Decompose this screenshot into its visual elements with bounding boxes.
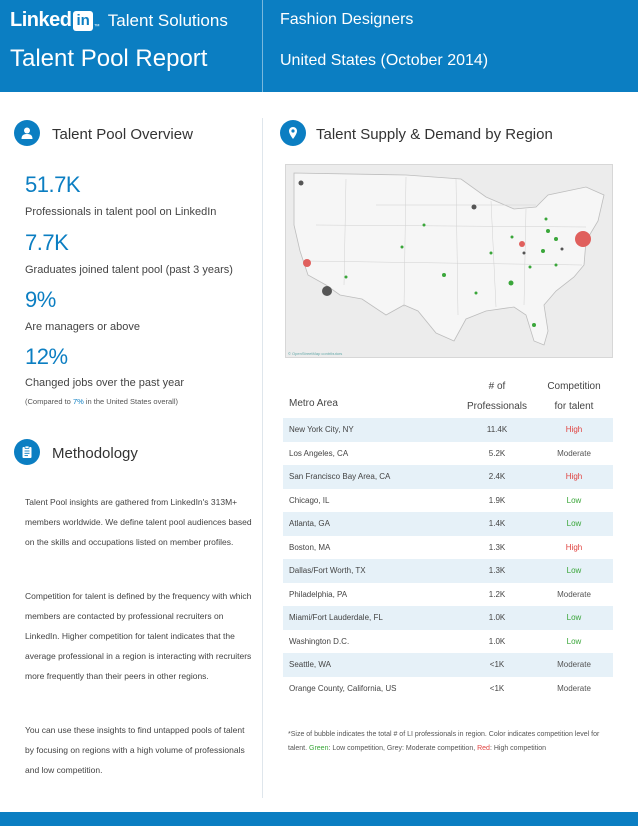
stat-graduates-value: 7.7K bbox=[25, 230, 69, 255]
linkedin-logo: Linked in ™ Talent Solutions bbox=[10, 9, 228, 32]
map-bubbles bbox=[298, 180, 591, 327]
report-header: Linked in ™ Talent Solutions Talent Pool… bbox=[0, 0, 638, 92]
logo-wordmark: Linked bbox=[10, 9, 72, 31]
methodology-title: Methodology bbox=[52, 445, 138, 462]
table-row: Boston, MA 1.3K High bbox=[283, 536, 613, 560]
logo-in-badge: in bbox=[73, 10, 93, 31]
map-footnote: *Size of bubble indicates the total # of… bbox=[288, 731, 600, 752]
table-row: New York City, NY 11.4K High bbox=[283, 418, 613, 442]
competition-level: High bbox=[565, 472, 583, 482]
header-divider bbox=[262, 0, 263, 92]
stat-jobchange-label: Changed jobs over the past year bbox=[25, 377, 184, 389]
competition-level: Moderate bbox=[557, 683, 591, 693]
us-talent-map: © OpenStreetMap contributors bbox=[285, 164, 613, 358]
person-icon bbox=[14, 120, 40, 146]
competition-level: Moderate bbox=[557, 589, 591, 599]
stat-professionals-value: 51.7K bbox=[25, 172, 81, 197]
logo-trademark: ™ bbox=[93, 24, 100, 30]
table-row: Seattle, WA <1K Moderate bbox=[283, 653, 613, 677]
table-row: Atlanta, GA 1.4K Low bbox=[283, 512, 613, 536]
stat-managers-label: Are managers or above bbox=[25, 321, 140, 333]
stat-professionals-label: Professionals in talent pool on LinkedIn bbox=[25, 206, 217, 218]
competition-level: High bbox=[565, 542, 583, 552]
table-row: Chicago, IL 1.9K Low bbox=[283, 489, 613, 513]
competition-level: Low bbox=[566, 636, 582, 646]
competition-level: Low bbox=[566, 519, 582, 529]
table-row: Miami/Fort Lauderdale, FL 1.0K Low bbox=[283, 606, 613, 630]
report-title: Talent Pool Report bbox=[10, 45, 208, 72]
methodology-paragraph: Talent Pool insights are gathered from L… bbox=[25, 497, 252, 547]
competition-level: High bbox=[565, 425, 583, 435]
table-row: Washington D.C. 1.0K Low bbox=[283, 630, 613, 654]
clipboard-icon bbox=[14, 439, 40, 465]
competition-level: Low bbox=[566, 613, 582, 623]
occupation-title: Fashion Designers bbox=[280, 11, 414, 28]
table-row: Philadelphia, PA 1.2K Moderate bbox=[283, 583, 613, 607]
column-divider bbox=[262, 118, 263, 798]
stat-jobchange-value: 12% bbox=[25, 344, 68, 369]
table-row: Dallas/Fort Worth, TX 1.3K Low bbox=[283, 559, 613, 583]
competition-level: Moderate bbox=[557, 448, 591, 458]
map-pin-icon bbox=[280, 120, 306, 146]
competition-level: Low bbox=[566, 495, 582, 505]
footer-bar bbox=[0, 812, 638, 826]
product-name: Talent Solutions bbox=[107, 10, 228, 30]
map-credit: © OpenStreetMap contributors bbox=[288, 351, 343, 356]
table-header-professionals: # of Professionals bbox=[466, 381, 528, 412]
competition-level: Moderate bbox=[557, 660, 591, 670]
table-row: San Francisco Bay Area, CA 2.4K High bbox=[283, 465, 613, 489]
stat-managers-value: 9% bbox=[25, 287, 56, 312]
region-title: United States (October 2014) bbox=[280, 52, 489, 69]
table-row: Orange County, California, US <1K Moderate bbox=[283, 677, 613, 701]
methodology-paragraph: You can use these insights to find untap… bbox=[25, 725, 245, 775]
metro-table: New York City, NY 11.4K High Los Angeles, … bbox=[283, 418, 613, 700]
table-row: Los Angeles, CA 5.2K Moderate bbox=[283, 442, 613, 466]
table-header-competition: Competition for talent bbox=[547, 381, 601, 412]
stat-graduates-label: Graduates joined talent pool (past 3 yea… bbox=[25, 264, 233, 276]
overview-title: Talent Pool Overview bbox=[52, 126, 193, 143]
us-map-graphic bbox=[293, 172, 605, 346]
competition-level: Low bbox=[566, 566, 582, 576]
stat-comparison-note: (Compared to 7% in the United States ove… bbox=[25, 397, 178, 406]
supply-demand-title: Talent Supply & Demand by Region bbox=[316, 126, 553, 143]
methodology-paragraph: Competition for talent is defined by the… bbox=[25, 591, 252, 681]
table-header-metro: Metro Area bbox=[289, 398, 338, 409]
